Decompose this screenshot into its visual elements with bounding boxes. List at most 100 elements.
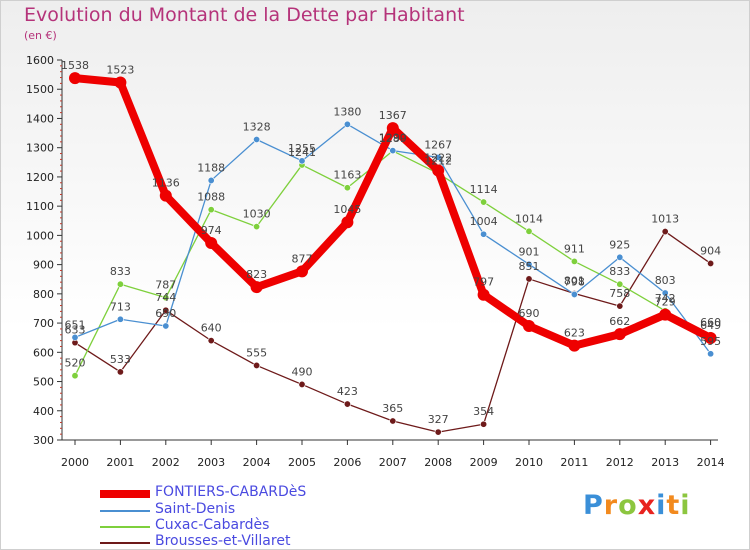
- data-label: 660: [700, 316, 721, 329]
- data-point[interactable]: [659, 308, 672, 321]
- data-point[interactable]: [525, 227, 533, 235]
- data-label: 1088: [197, 191, 225, 204]
- data-label: 801: [564, 275, 585, 288]
- data-label: 1136: [152, 177, 180, 190]
- data-point[interactable]: [616, 253, 624, 261]
- x-tick-label: 2006: [333, 456, 361, 469]
- data-label: 533: [110, 353, 131, 366]
- data-label: 1290: [379, 132, 407, 145]
- data-point[interactable]: [616, 302, 624, 310]
- data-point[interactable]: [116, 315, 124, 323]
- data-point[interactable]: [207, 176, 215, 184]
- data-point[interactable]: [434, 428, 442, 436]
- axes: 300 400 500 600 700 800 900 1000 1100 1200 1300 140…: [26, 54, 725, 469]
- data-point[interactable]: [298, 157, 306, 165]
- data-point[interactable]: [253, 223, 261, 231]
- y-tick-label: 1400: [26, 112, 54, 125]
- x-tick-label: 2011: [560, 456, 588, 469]
- data-point[interactable]: [162, 294, 170, 302]
- data-label: 1523: [106, 64, 134, 77]
- data-point[interactable]: [704, 331, 717, 344]
- data-point[interactable]: [162, 322, 170, 330]
- data-point[interactable]: [114, 76, 127, 89]
- data-point[interactable]: [162, 306, 170, 314]
- data-label: 1004: [470, 215, 498, 228]
- chart-title: Evolution du Montant de la Dette par Hab…: [24, 4, 465, 26]
- data-label: 1212: [424, 154, 452, 167]
- data-point[interactable]: [253, 361, 261, 369]
- data-point[interactable]: [432, 164, 445, 177]
- x-tick-label: 2014: [697, 456, 725, 469]
- data-label: 520: [65, 357, 86, 370]
- data-label: 851: [519, 260, 540, 273]
- legend-label: FONTIERS-CABARDèS: [155, 484, 307, 500]
- data-label: 1328: [243, 121, 271, 134]
- data-point[interactable]: [207, 206, 215, 214]
- data-point[interactable]: [613, 328, 626, 341]
- x-tick-label: 2009: [470, 456, 498, 469]
- data-label: 911: [564, 242, 585, 255]
- data-label: 423: [337, 385, 358, 398]
- legend-label: Cuxac-Cabardès: [155, 517, 270, 533]
- data-label: 974: [201, 224, 222, 237]
- y-tick-label: 500: [33, 376, 54, 389]
- data-label: 803: [655, 274, 676, 287]
- data-label: 787: [155, 279, 176, 292]
- data-point[interactable]: [661, 289, 669, 297]
- data-point[interactable]: [477, 288, 490, 301]
- data-point[interactable]: [480, 420, 488, 428]
- data-point[interactable]: [570, 257, 578, 265]
- y-tick-label: 300: [33, 434, 54, 447]
- x-tick-label: 2010: [515, 456, 543, 469]
- data-point[interactable]: [343, 400, 351, 408]
- data-point[interactable]: [707, 350, 715, 358]
- data-point[interactable]: [616, 280, 624, 288]
- data-point[interactable]: [69, 72, 81, 85]
- data-point[interactable]: [389, 147, 397, 155]
- data-point[interactable]: [71, 372, 79, 380]
- data-point[interactable]: [570, 290, 578, 298]
- data-point[interactable]: [707, 259, 715, 267]
- y-tick-label: 600: [33, 346, 54, 359]
- data-point[interactable]: [116, 280, 124, 288]
- data-point[interactable]: [480, 198, 488, 206]
- y-tick-label: 900: [33, 259, 54, 272]
- data-point[interactable]: [661, 228, 669, 236]
- data-point[interactable]: [386, 122, 399, 135]
- data-point[interactable]: [434, 153, 442, 161]
- data-point[interactable]: [343, 120, 351, 128]
- x-tick-label: 2003: [197, 456, 225, 469]
- data-label: 798: [564, 275, 585, 288]
- y-tick-label: 1300: [26, 142, 54, 155]
- data-point[interactable]: [525, 275, 533, 283]
- data-label: 640: [201, 322, 222, 335]
- data-point[interactable]: [341, 216, 354, 229]
- data-point[interactable]: [523, 320, 535, 332]
- y-tick-label: 1000: [26, 229, 54, 242]
- data-point[interactable]: [480, 230, 488, 238]
- data-point[interactable]: [525, 260, 533, 268]
- data-label: 823: [246, 268, 267, 281]
- data-point[interactable]: [389, 417, 397, 425]
- data-label: 690: [155, 307, 176, 320]
- data-label: 833: [110, 265, 131, 278]
- data-label: 1163: [333, 169, 361, 182]
- data-point[interactable]: [253, 136, 261, 144]
- legend-swatch: [100, 542, 150, 544]
- data-point[interactable]: [343, 184, 351, 192]
- data-label: 1380: [333, 105, 361, 118]
- data-point[interactable]: [298, 380, 306, 388]
- data-label: 651: [65, 318, 86, 331]
- y-tick-label: 400: [33, 405, 54, 418]
- data-point[interactable]: [207, 337, 215, 345]
- data-point[interactable]: [159, 189, 172, 202]
- data-point[interactable]: [71, 333, 79, 341]
- data-point[interactable]: [116, 368, 124, 376]
- data-point[interactable]: [568, 339, 581, 352]
- y-tick-label: 1500: [26, 83, 54, 96]
- data-point[interactable]: [296, 265, 308, 278]
- data-point[interactable]: [250, 281, 263, 294]
- x-tick-label: 2013: [651, 456, 679, 469]
- data-point[interactable]: [205, 236, 218, 249]
- data-label: 1030: [243, 208, 271, 221]
